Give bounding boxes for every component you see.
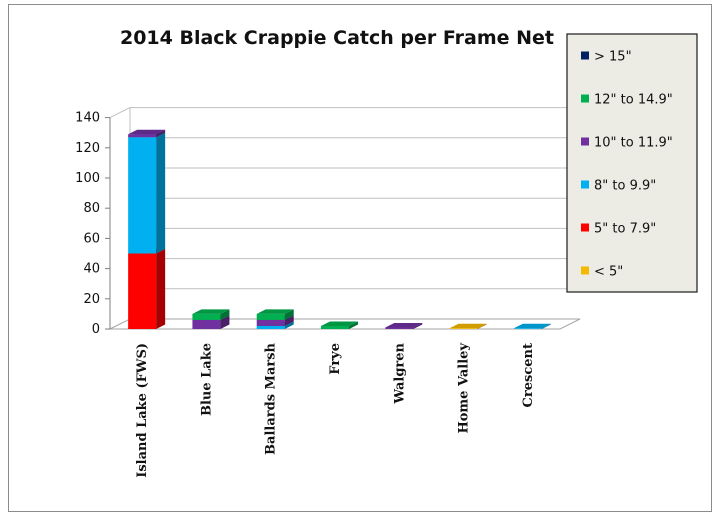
legend-label: > 15" [594, 50, 632, 65]
bar-segment [321, 321, 358, 329]
legend-box [566, 33, 698, 293]
legend-label: 5" to 7.9" [594, 222, 656, 237]
legend-swatch [581, 180, 589, 189]
bar-side [220, 315, 230, 329]
y-tick-label: 100 [75, 171, 100, 186]
x-tick-label: Island Lake (FWS) [135, 343, 150, 478]
legend-entry: > 15" [581, 50, 632, 65]
y-tick-label: 40 [83, 262, 100, 277]
legend-swatch [581, 266, 589, 275]
bar-side [349, 321, 358, 329]
bar-side [156, 249, 166, 329]
legend: > 15" 12" to 14.9" 10" to 11.9" 8" to 9.9" 5… [566, 33, 698, 293]
legend-label: 12" to 14.9" [594, 93, 673, 108]
bar-front [385, 327, 414, 329]
bar-segment [128, 249, 166, 329]
chart-title: 2014 Black Crappie Catch per Frame Net [120, 27, 554, 49]
bar-front [513, 328, 542, 329]
axes [105, 117, 111, 330]
side-wall [109, 106, 131, 330]
bar-side [477, 323, 487, 329]
bar-side [284, 321, 294, 329]
bar-front [449, 328, 478, 329]
y-tick-label: 20 [83, 292, 100, 307]
bar-segment [256, 309, 294, 320]
bar-segment [513, 323, 551, 329]
bar-front [192, 319, 221, 329]
bar-front [192, 313, 221, 320]
bar-top [449, 323, 487, 329]
bar-front [256, 313, 285, 320]
legend-entry: 12" to 14.9" [581, 93, 673, 108]
bar-side [156, 129, 166, 138]
bar-front [128, 134, 157, 138]
x-tick-label: Frye [328, 343, 343, 375]
bar-side [284, 315, 294, 326]
bar-front [128, 137, 157, 254]
x-tick-label: Blue Lake [199, 343, 214, 416]
x-tick-label: Crescent [521, 343, 536, 407]
bar-top [256, 309, 294, 314]
legend-swatch [581, 51, 589, 60]
bar-side [284, 309, 294, 320]
legend-swatch [581, 94, 589, 103]
x-tick-labels: Island Lake (FWS) Blue Lake Ballards Marsh… [135, 342, 536, 477]
y-tick-label: 140 [75, 111, 100, 126]
legend-swatch [581, 137, 589, 146]
bar-side [220, 309, 230, 320]
x-tick-label: Home Valley [457, 343, 472, 434]
legend-swatch [581, 223, 589, 232]
x-tick-label: Ballards Marsh [264, 342, 279, 454]
bar-side [541, 323, 551, 329]
y-tick-labels: 0 20 40 60 80 100 120 140 [75, 111, 100, 337]
legend-label: 8" to 9.9" [594, 179, 656, 194]
bar-side [413, 322, 423, 329]
bar-side [156, 132, 166, 254]
bars [128, 129, 551, 329]
bar-front [256, 319, 285, 326]
bar-top [192, 309, 230, 314]
legend-entry: 10" to 11.9" [581, 136, 673, 151]
legend-entry: 5" to 7.9" [581, 222, 656, 237]
y-tick-label: 80 [83, 201, 100, 216]
bar-front [256, 325, 285, 329]
gridlines [109, 106, 581, 330]
bar-top [321, 321, 358, 326]
legend-label: 10" to 11.9" [594, 136, 673, 151]
bar-front [321, 325, 349, 329]
bar-top [128, 129, 166, 135]
x-tick-label: Walgren [392, 342, 407, 404]
bar-front [128, 253, 157, 329]
bar-segment [128, 132, 166, 254]
y-tick-label: 120 [75, 141, 100, 156]
y-tick-label: 60 [83, 231, 100, 246]
legend-label: < 5" [594, 265, 623, 280]
legend-entry: < 5" [581, 265, 623, 280]
legend-entry: 8" to 9.9" [581, 179, 656, 194]
bar-top [513, 323, 551, 329]
bar-segment [128, 129, 166, 138]
bar-segment [192, 309, 230, 320]
bar-top [385, 322, 423, 328]
bar-segment [385, 322, 423, 329]
bar-segment [449, 323, 487, 329]
y-tick-label: 0 [92, 322, 100, 337]
